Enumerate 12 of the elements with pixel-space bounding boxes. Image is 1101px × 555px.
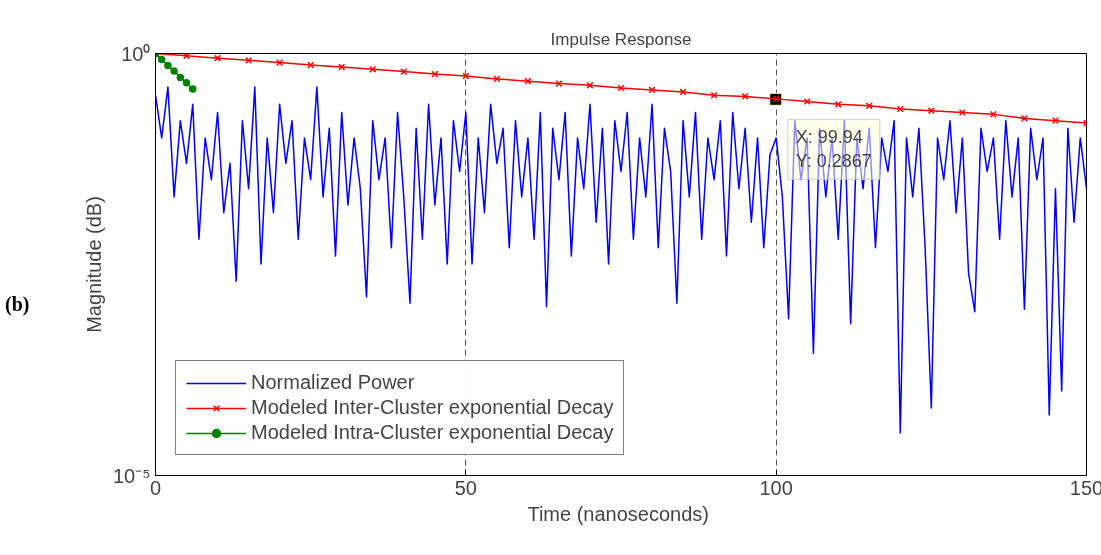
y-axis-title: Magnitude (dB) <box>82 196 105 333</box>
legend-label: Normalized Power <box>251 371 415 394</box>
text: (b) <box>5 292 30 318</box>
legend-label: Modeled Inter-Cluster exponential Decay <box>251 396 614 419</box>
x-tick-label: 50 <box>454 476 477 499</box>
y-tick-label: 10⁰ <box>121 42 151 65</box>
chart-title: Impulse Response <box>550 29 692 49</box>
x-tick-label: 0 <box>149 476 162 499</box>
y-tick-label: 10⁻⁵ <box>112 464 151 487</box>
legend-label: Modeled Intra-Cluster exponential Decay <box>251 421 614 444</box>
x-axis-title: Time (nanoseconds) <box>527 502 709 525</box>
x-tick-label: 100 <box>759 476 793 499</box>
